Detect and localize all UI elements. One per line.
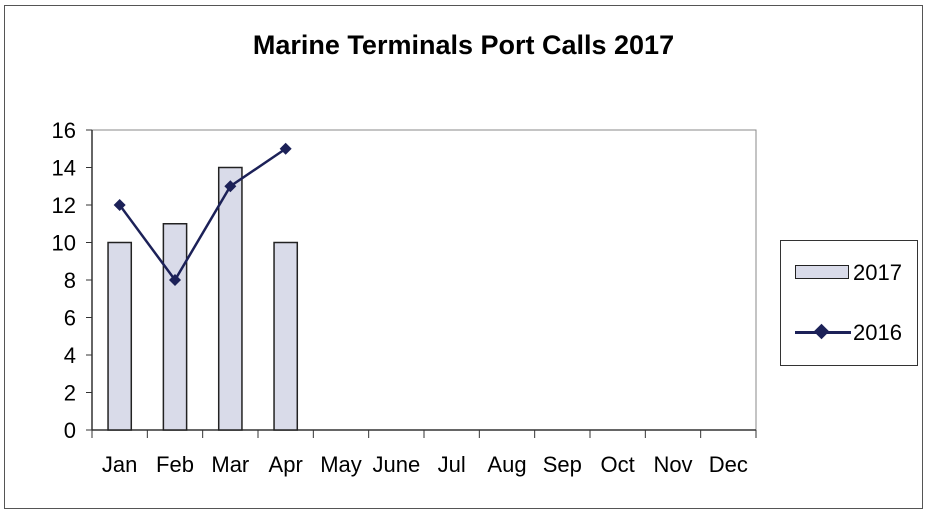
legend-item-2017: 2017: [781, 257, 919, 287]
x-tick-label: Apr: [269, 452, 303, 477]
point-2016-Feb: [169, 274, 181, 286]
bar-2017-Jan: [107, 241, 133, 431]
bar-2017-Mar: [217, 166, 243, 431]
x-tick-label: Oct: [601, 452, 635, 477]
x-tick-label: June: [372, 452, 420, 477]
chart-legend: 2017 2016: [780, 240, 918, 366]
y-tick-label: 10: [52, 231, 76, 256]
legend-item-2016: 2016: [781, 317, 919, 347]
y-tick-label: 2: [64, 381, 76, 406]
x-tick-label: Nov: [653, 452, 692, 477]
point-2016-Mar: [224, 180, 237, 193]
point-2016-Jan: [113, 199, 126, 211]
y-tick-label: 4: [64, 343, 76, 368]
plot-area: [91, 129, 757, 431]
y-tick-label: 0: [64, 418, 76, 443]
x-tick-label: Jul: [438, 452, 466, 477]
chart-title: Marine Terminals Port Calls 2017: [252, 30, 675, 60]
x-tick-label: May: [320, 452, 362, 477]
point-2016-Apr: [279, 142, 292, 155]
legend-label-2016: 2016: [853, 320, 902, 345]
y-tick-label: 8: [64, 268, 76, 293]
line-2016: [118, 147, 287, 283]
legend-swatch-bar: [795, 265, 849, 279]
x-tick-label: Feb: [156, 452, 194, 477]
y-tick-label: 12: [52, 193, 76, 218]
x-tick-label: Jan: [102, 452, 137, 477]
legend-label-2017: 2017: [853, 260, 902, 285]
bar-2017-Feb: [162, 223, 188, 431]
x-tick-label: Aug: [487, 452, 526, 477]
x-tick-label: Mar: [211, 452, 249, 477]
x-tick-label: Sep: [543, 452, 582, 477]
bar-2017-Apr: [273, 241, 299, 431]
y-tick-label: 14: [52, 156, 76, 181]
legend-diamond-marker: [813, 323, 830, 340]
x-tick-label: Dec: [709, 452, 748, 477]
y-tick-label: 16: [52, 118, 76, 143]
y-tick-label: 6: [64, 306, 76, 331]
